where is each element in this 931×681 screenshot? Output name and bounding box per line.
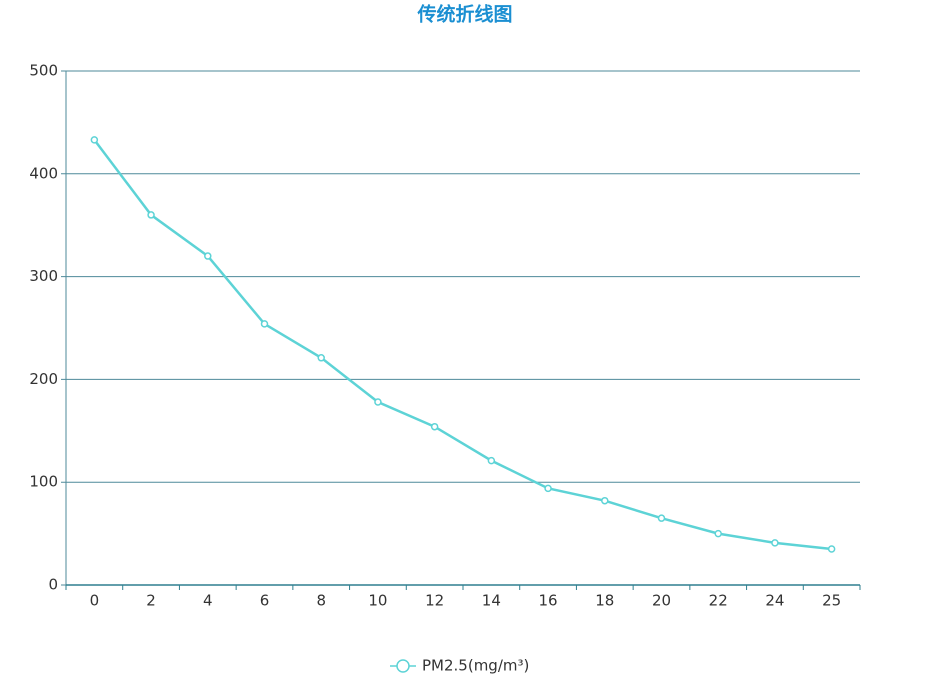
point xyxy=(544,484,552,493)
point xyxy=(487,456,496,465)
point xyxy=(260,320,269,328)
point xyxy=(657,514,666,522)
x-tick-label: 18 xyxy=(595,592,614,610)
point xyxy=(204,252,212,260)
point xyxy=(430,422,439,431)
point xyxy=(317,354,325,362)
x-tick-label: 24 xyxy=(765,592,784,610)
x-tick-label: 10 xyxy=(368,592,387,610)
point xyxy=(827,545,836,553)
point xyxy=(714,529,722,538)
point xyxy=(601,496,609,505)
y-tick-label: 100 xyxy=(29,473,58,491)
x-tick-label: 14 xyxy=(482,592,501,610)
y-tick-label: 300 xyxy=(29,267,58,285)
x-tick-label: 20 xyxy=(652,592,671,610)
point xyxy=(90,136,99,144)
x-tick-label: 6 xyxy=(260,592,270,610)
point xyxy=(374,398,382,406)
y-tick-label: 400 xyxy=(29,164,58,182)
y-tick-label: 500 xyxy=(29,62,58,80)
x-tick-label: 16 xyxy=(539,592,558,610)
x-tick-label: 22 xyxy=(709,592,728,610)
x-tick-label: 12 xyxy=(425,592,444,610)
chart-title: 传统折线图 xyxy=(416,3,512,26)
x-tick-label: 4 xyxy=(203,592,213,610)
y-tick-label: 0 xyxy=(48,576,58,594)
x-tick-label: 8 xyxy=(316,592,326,610)
y-tick-label: 200 xyxy=(29,370,58,388)
x-tick-label: 25 xyxy=(822,592,841,610)
point xyxy=(147,211,155,219)
legend-symbol xyxy=(396,659,410,673)
legend-label: PM2.5(mg/m³) xyxy=(422,657,529,675)
x-tick-label: 0 xyxy=(90,592,100,610)
line xyxy=(93,139,832,551)
x-tick-label: 2 xyxy=(146,592,156,610)
point xyxy=(771,539,779,547)
